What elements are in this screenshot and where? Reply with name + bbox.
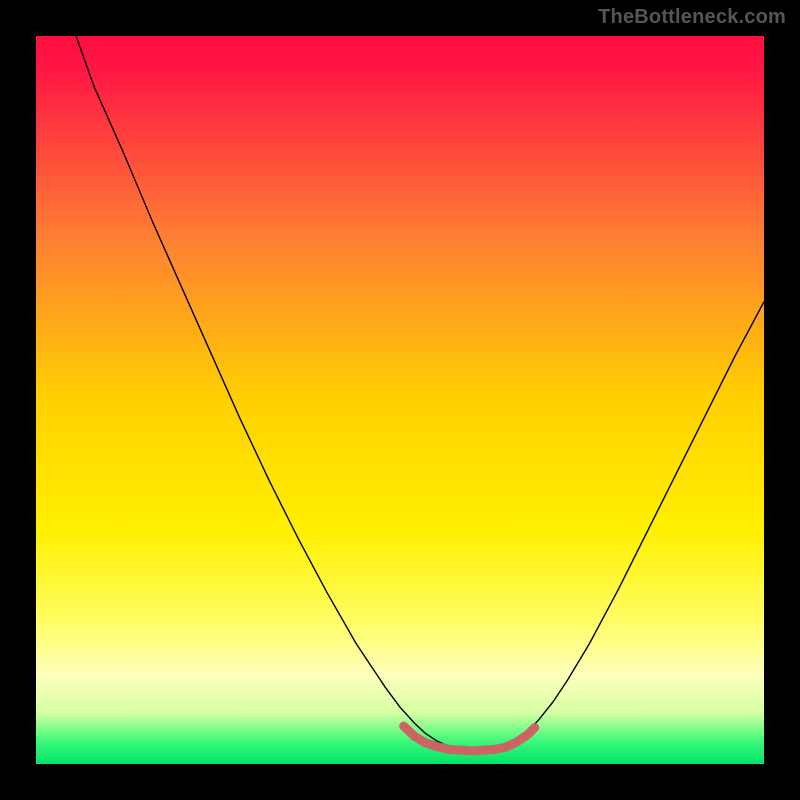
plot-area [36,36,764,764]
watermark-text: TheBottleneck.com [598,6,786,29]
chart-svg [36,36,764,764]
chart-background [36,36,764,764]
figure-frame: TheBottleneck.com [0,0,800,800]
